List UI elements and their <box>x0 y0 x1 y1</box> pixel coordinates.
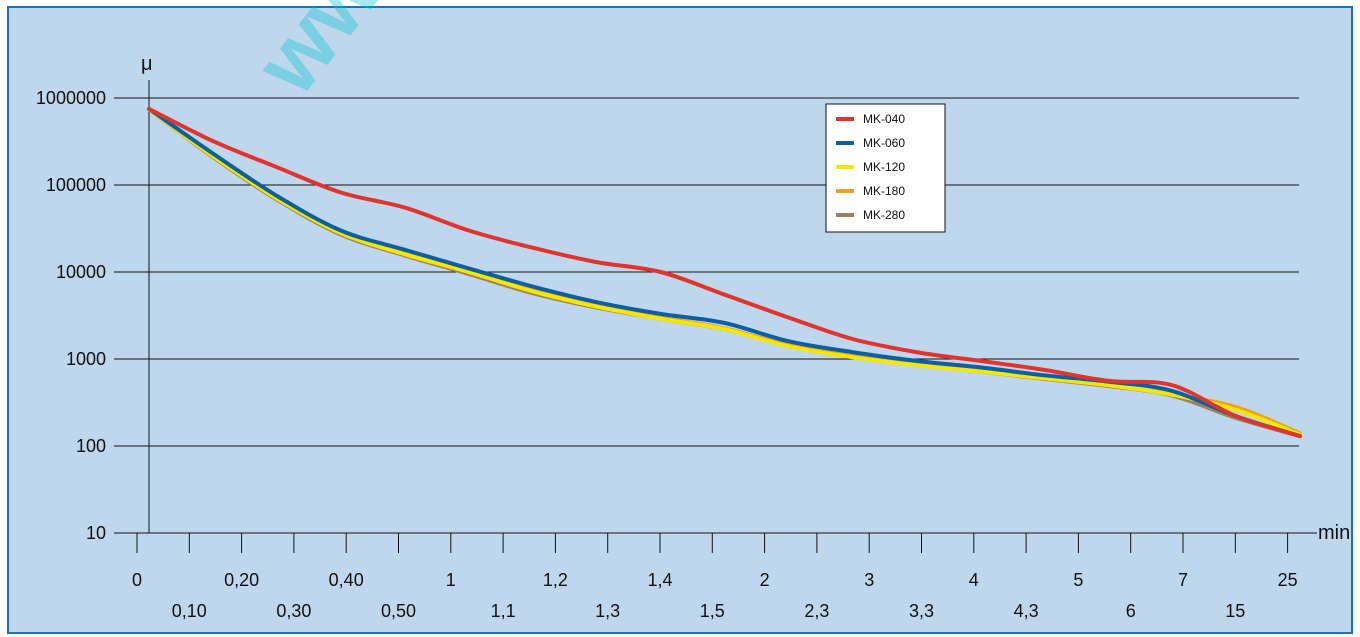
x-tick-label: 4,3 <box>1014 601 1039 621</box>
grid <box>114 97 1299 447</box>
x-tick-label: 3,3 <box>909 601 934 621</box>
legend-label: MK-180 <box>863 184 905 198</box>
x-tick-label: 0 <box>132 570 142 590</box>
x-tick-label: 7 <box>1178 570 1188 590</box>
x-tick-label: 0,30 <box>276 601 311 621</box>
legend-label: MK-060 <box>863 136 905 150</box>
x-axis-title: min <box>1318 522 1350 544</box>
x-tick-label: 1,2 <box>543 570 568 590</box>
x-tick-label: 0,50 <box>381 601 416 621</box>
x-tick-label: 3 <box>864 570 874 590</box>
x-tick-label: 1 <box>446 570 456 590</box>
y-tick-label: 100000 <box>46 175 106 195</box>
y-tick-label: 1000000 <box>36 88 106 108</box>
watermark: www <box>236 0 445 113</box>
y-tick-label: 10000 <box>56 262 106 282</box>
x-tick-label: 1,5 <box>700 601 725 621</box>
y-tick-labels: 1000000 100000 10000 1000 100 10 <box>36 88 106 543</box>
x-tick-label: 0,20 <box>224 570 259 590</box>
x-tick-label: 6 <box>1126 601 1136 621</box>
x-tick-label: 4 <box>969 570 979 590</box>
legend: MK-040 MK-060 MK-120 MK-180 MK-280 <box>825 103 946 233</box>
y-tick-label: 1000 <box>66 349 106 369</box>
series-line-mk-120 <box>147 107 1302 437</box>
x-tick-label: 25 <box>1278 570 1298 590</box>
x-tick-label: 2,3 <box>804 601 829 621</box>
y-tick-label: 100 <box>76 436 106 456</box>
x-tick-label: 5 <box>1073 570 1083 590</box>
x-tick-label: 0,40 <box>329 570 364 590</box>
x-tick-label: 1,3 <box>595 601 620 621</box>
y-tick-label: 10 <box>86 523 106 543</box>
y-axis-title: μ <box>141 53 153 75</box>
legend-label: MK-120 <box>863 160 905 174</box>
x-tick-labels: 0 0,10 0,20 0,30 0,40 0,50 1 1,1 1,2 1,3 1,4 1,5 2 2,… <box>132 570 1298 621</box>
x-tick-label: 1,4 <box>647 570 672 590</box>
series-lines <box>147 106 1302 439</box>
x-tick-label: 2 <box>760 570 770 590</box>
series-line-mk-040 <box>147 106 1302 439</box>
x-tick-label: 0,10 <box>172 601 207 621</box>
x-tick-label: 1,1 <box>491 601 516 621</box>
axes: μ min <box>114 53 1350 553</box>
legend-label: MK-040 <box>863 112 905 126</box>
legend-label: MK-280 <box>863 208 905 222</box>
x-tick-label: 15 <box>1225 601 1245 621</box>
